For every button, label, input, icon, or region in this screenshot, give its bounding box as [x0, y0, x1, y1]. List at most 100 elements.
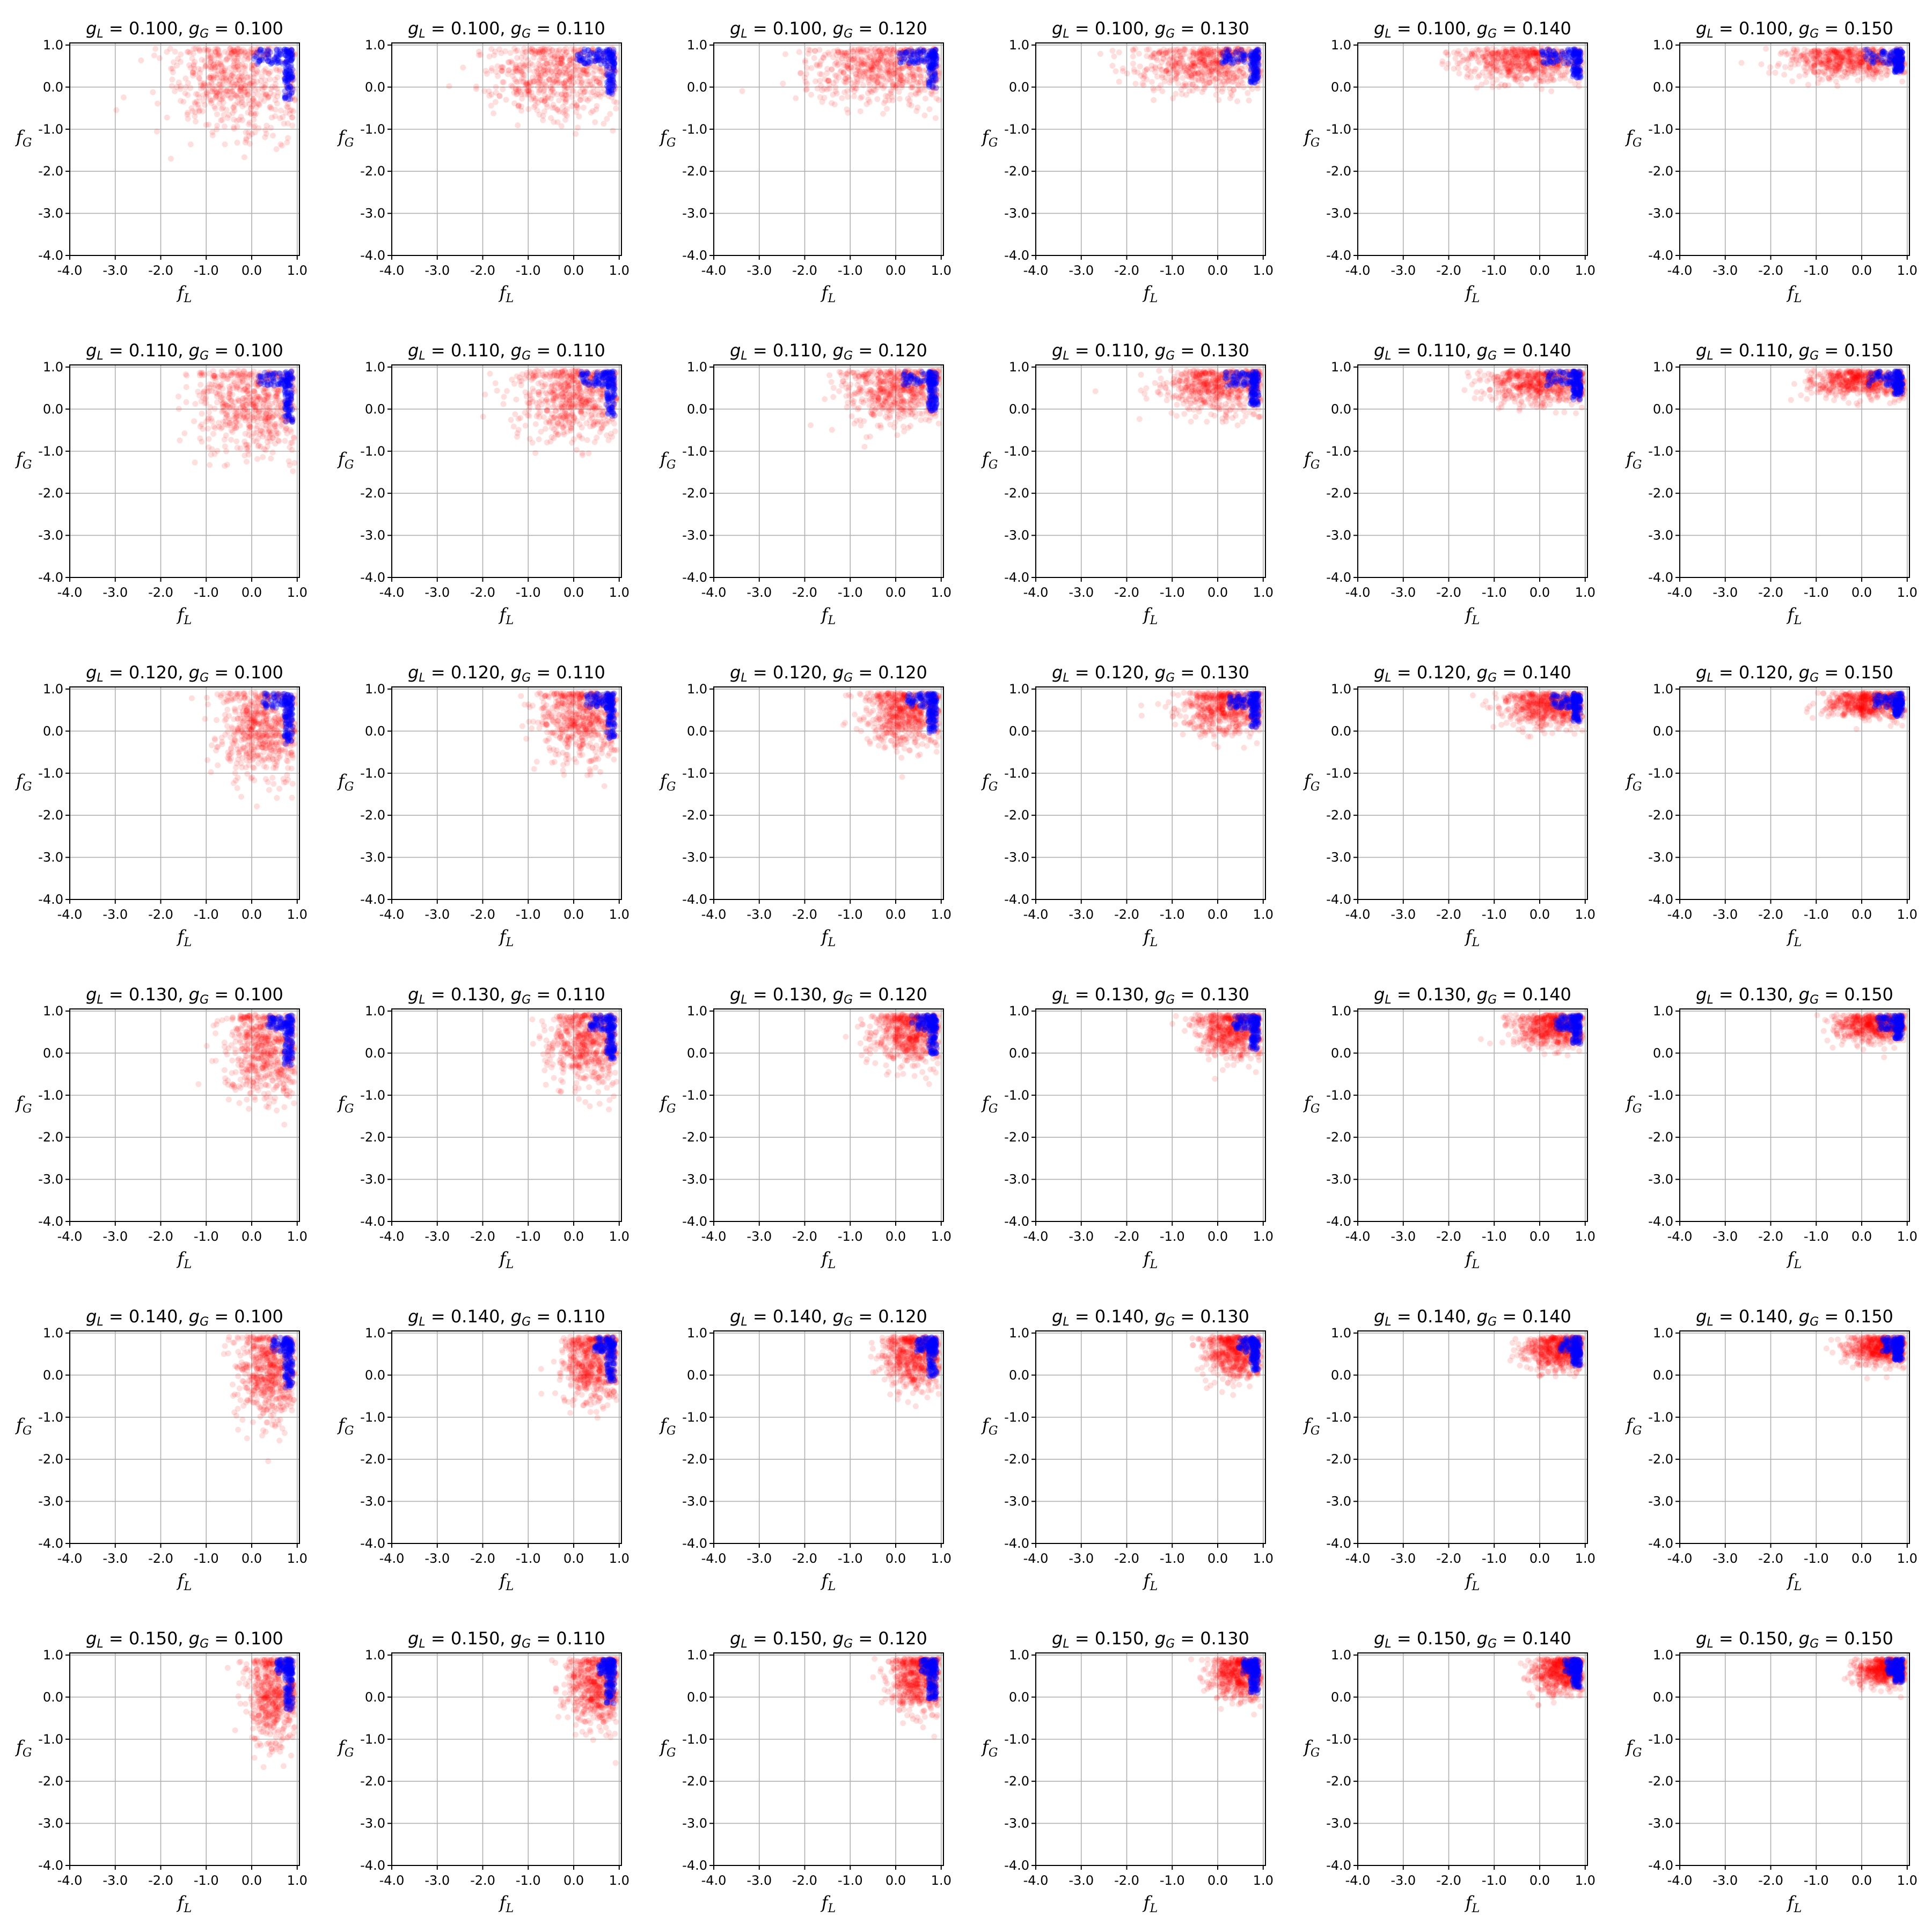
red-point: [1519, 63, 1525, 69]
red-point: [277, 68, 283, 75]
red-point: [290, 108, 297, 114]
red-point: [238, 70, 245, 76]
red-point: [1210, 52, 1217, 58]
blue-point: [286, 49, 292, 56]
red-point: [265, 49, 272, 55]
red-point: [225, 78, 232, 84]
red-point: [1489, 46, 1496, 52]
blue-point: [286, 76, 292, 83]
red-point: [1510, 46, 1516, 52]
blue-point: [275, 59, 282, 65]
red-point: [1839, 75, 1845, 81]
red-point: [1826, 76, 1833, 83]
x-axis-label: fL: [499, 282, 514, 305]
red-point: [273, 67, 280, 74]
red-point: [289, 84, 295, 90]
red-point: [558, 56, 565, 62]
y-tick-label: -1.0: [682, 122, 707, 137]
red-point: [245, 87, 251, 94]
red-point: [208, 75, 214, 81]
red-point: [267, 76, 273, 83]
red-point: [232, 92, 238, 98]
red-point: [493, 90, 499, 96]
red-point: [218, 68, 225, 75]
blue-point: [258, 56, 265, 62]
red-point: [224, 56, 230, 62]
red-point: [262, 84, 268, 91]
red-point: [289, 49, 296, 55]
red-point: [514, 55, 520, 61]
red-point: [233, 81, 240, 87]
red-point: [290, 51, 296, 57]
red-point: [234, 63, 240, 70]
red-point: [290, 75, 297, 82]
red-point: [218, 97, 224, 103]
red-point: [518, 68, 524, 74]
red-point: [251, 124, 257, 130]
blue-point: [273, 51, 280, 57]
red-point: [230, 70, 237, 76]
blue-point: [254, 49, 260, 56]
red-point: [1219, 89, 1225, 95]
red-point: [1506, 69, 1513, 75]
red-point: [195, 101, 201, 108]
red-point: [1899, 78, 1906, 85]
blue-point: [288, 47, 295, 54]
blue-point: [283, 47, 290, 53]
red-point: [580, 86, 586, 92]
red-point: [222, 67, 228, 74]
y-tick-label: -1.0: [38, 122, 63, 137]
red-point: [1531, 46, 1538, 53]
red-point: [219, 63, 225, 70]
red-point: [243, 137, 250, 143]
red-point: [289, 93, 296, 100]
blue-point: [287, 49, 293, 55]
red-point: [1772, 70, 1779, 76]
red-point: [1439, 61, 1445, 67]
red-point: [1802, 72, 1809, 78]
red-point: [492, 48, 499, 55]
red-point: [246, 101, 253, 107]
red-point: [203, 90, 210, 97]
red-point: [287, 46, 293, 52]
red-point: [1849, 48, 1855, 54]
blue-point: [1894, 49, 1900, 56]
red-point: [192, 400, 199, 407]
red-point: [239, 73, 245, 79]
blue-point: [286, 50, 292, 57]
red-point: [242, 50, 248, 56]
red-point: [208, 100, 215, 106]
red-point: [236, 73, 243, 79]
blue-point: [1570, 73, 1576, 79]
red-point: [1556, 64, 1562, 70]
red-point: [272, 56, 278, 62]
x-tick-label: -1.0: [516, 263, 541, 278]
blue-point: [265, 47, 271, 53]
red-point: [237, 77, 243, 84]
red-point: [244, 74, 250, 80]
red-point: [219, 96, 226, 102]
y-tick-label: -2.0: [38, 164, 63, 179]
blue-point: [287, 69, 294, 76]
red-point: [538, 86, 544, 93]
red-point: [120, 94, 127, 100]
red-point: [250, 52, 257, 58]
red-point: [230, 116, 237, 123]
red-point: [580, 105, 587, 111]
red-point: [287, 107, 294, 114]
x-tick-label: -4.0: [1345, 263, 1371, 278]
x-tick-label: -1.0: [838, 263, 863, 278]
red-point: [262, 91, 269, 97]
red-point: [226, 46, 233, 52]
blue-point: [1238, 47, 1245, 53]
panel-gL-0.100-gG-0.140: -4.0 -3.0 -2.0 -1.0 0.0 1.0-4.0-3.0-2.0-1.00.…: [1303, 18, 1596, 305]
red-point: [233, 58, 240, 64]
red-point: [262, 127, 269, 133]
red-point: [201, 81, 207, 87]
blue-point: [265, 58, 272, 64]
red-point: [267, 104, 274, 110]
red-point: [1812, 69, 1818, 75]
blue-point: [269, 60, 275, 66]
red-point: [255, 125, 262, 131]
